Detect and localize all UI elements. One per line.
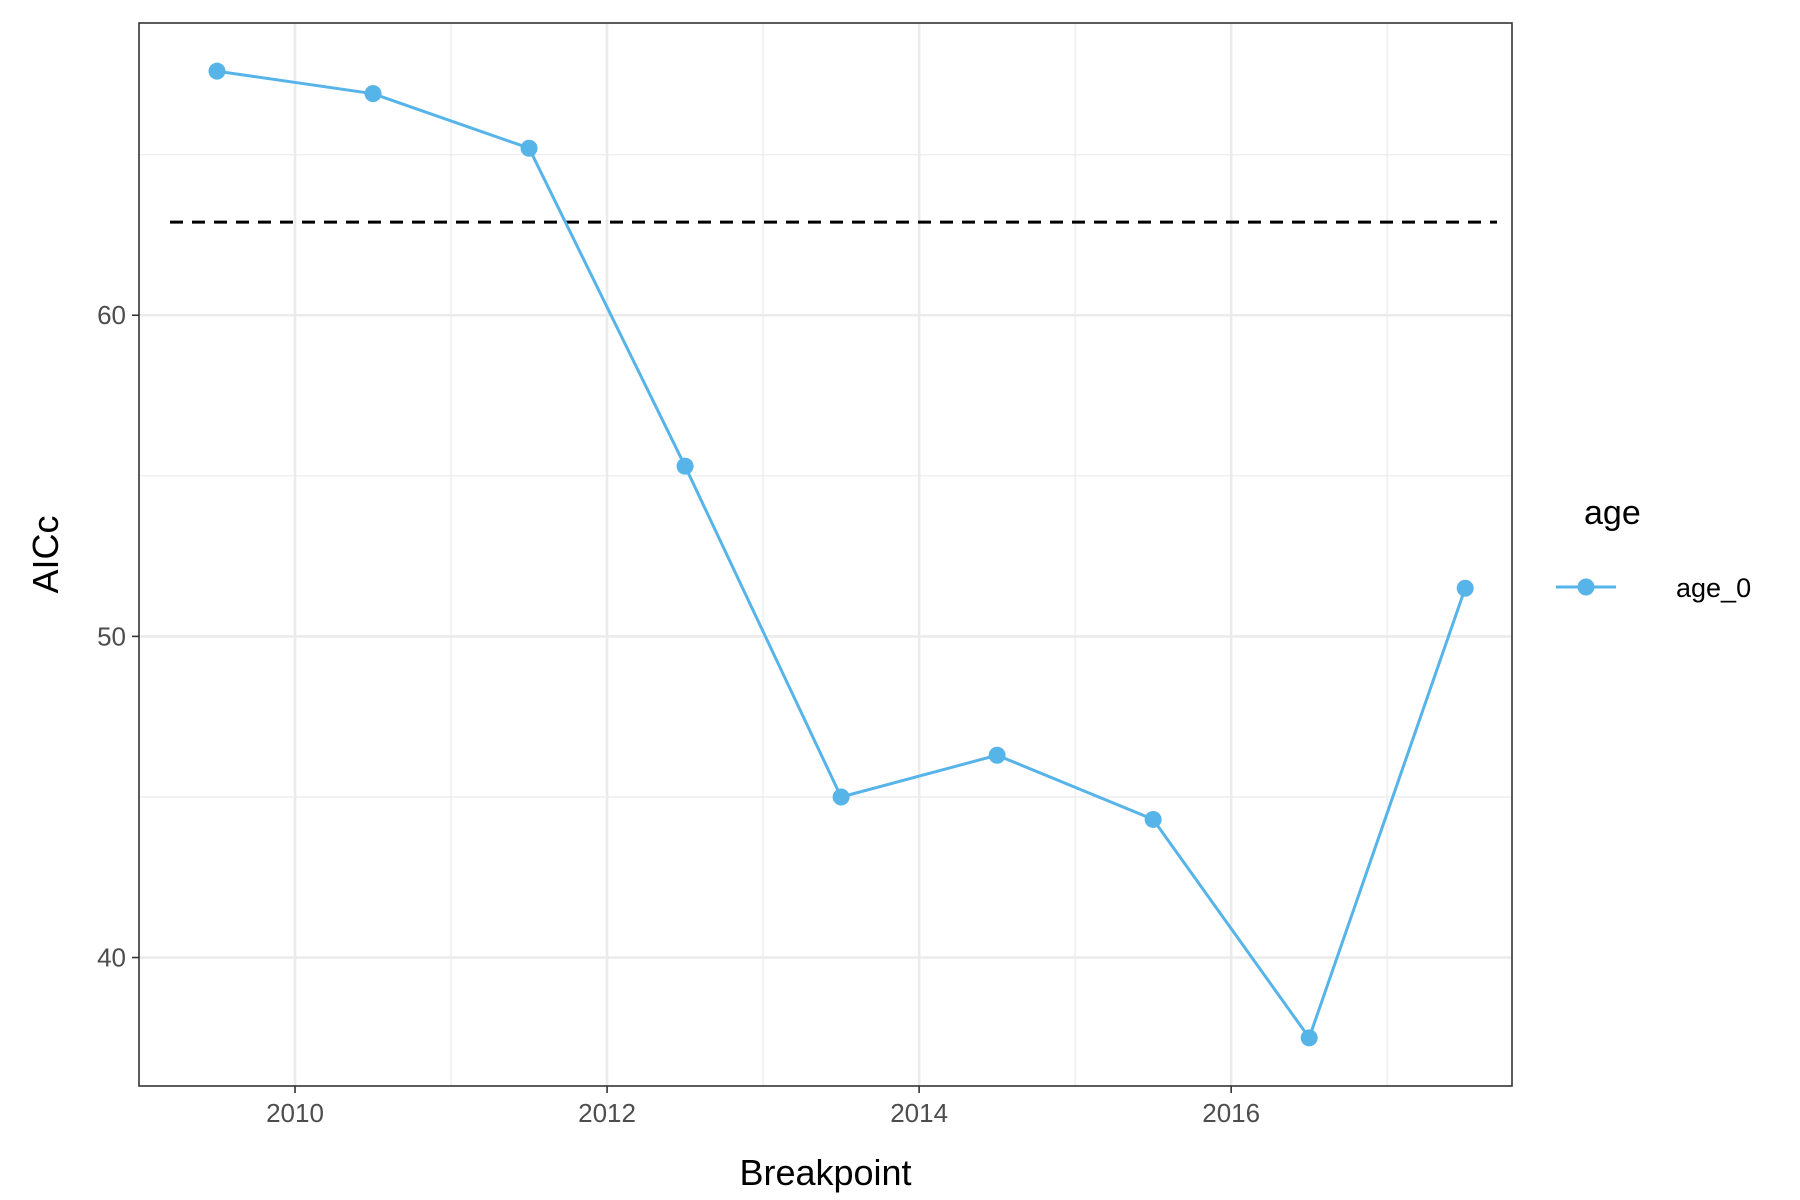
y-axis-ticks: 40 50 60	[97, 300, 139, 973]
x-tick-label-2016: 2016	[1202, 1098, 1260, 1128]
x-tick-label-2014: 2014	[890, 1098, 948, 1128]
x-axis-title: Breakpoint	[739, 1152, 911, 1193]
y-tick-label-40: 40	[97, 943, 126, 973]
legend-title: age	[1584, 494, 1641, 532]
data-points	[208, 62, 1474, 1047]
legend-key-point	[1577, 578, 1595, 596]
data-point-2016.5	[1300, 1029, 1318, 1047]
data-point-2015.5	[1144, 810, 1162, 828]
legend: age age_0	[1556, 494, 1751, 603]
y-tick-label-50: 50	[97, 621, 126, 651]
data-point-2009.5	[208, 62, 226, 80]
x-tick-label-2012: 2012	[578, 1098, 636, 1128]
data-point-2017.5	[1456, 579, 1474, 597]
y-tick-label-60: 60	[97, 300, 126, 330]
data-point-2010.5	[364, 85, 382, 103]
data-point-2012.5	[676, 457, 694, 475]
major-gridlines	[139, 23, 1512, 1086]
legend-item-label: age_0	[1676, 573, 1751, 603]
minor-gridlines	[139, 23, 1512, 1086]
data-point-2013.5	[832, 788, 850, 806]
x-axis-ticks: 2010 2012 2014 2016	[266, 1086, 1260, 1128]
y-axis-title: AICc	[25, 515, 66, 593]
panel-border	[138, 22, 1513, 1087]
x-tick-label-2010: 2010	[266, 1098, 324, 1128]
data-point-2014.5	[988, 746, 1006, 764]
data-point-2011.5	[520, 139, 538, 157]
